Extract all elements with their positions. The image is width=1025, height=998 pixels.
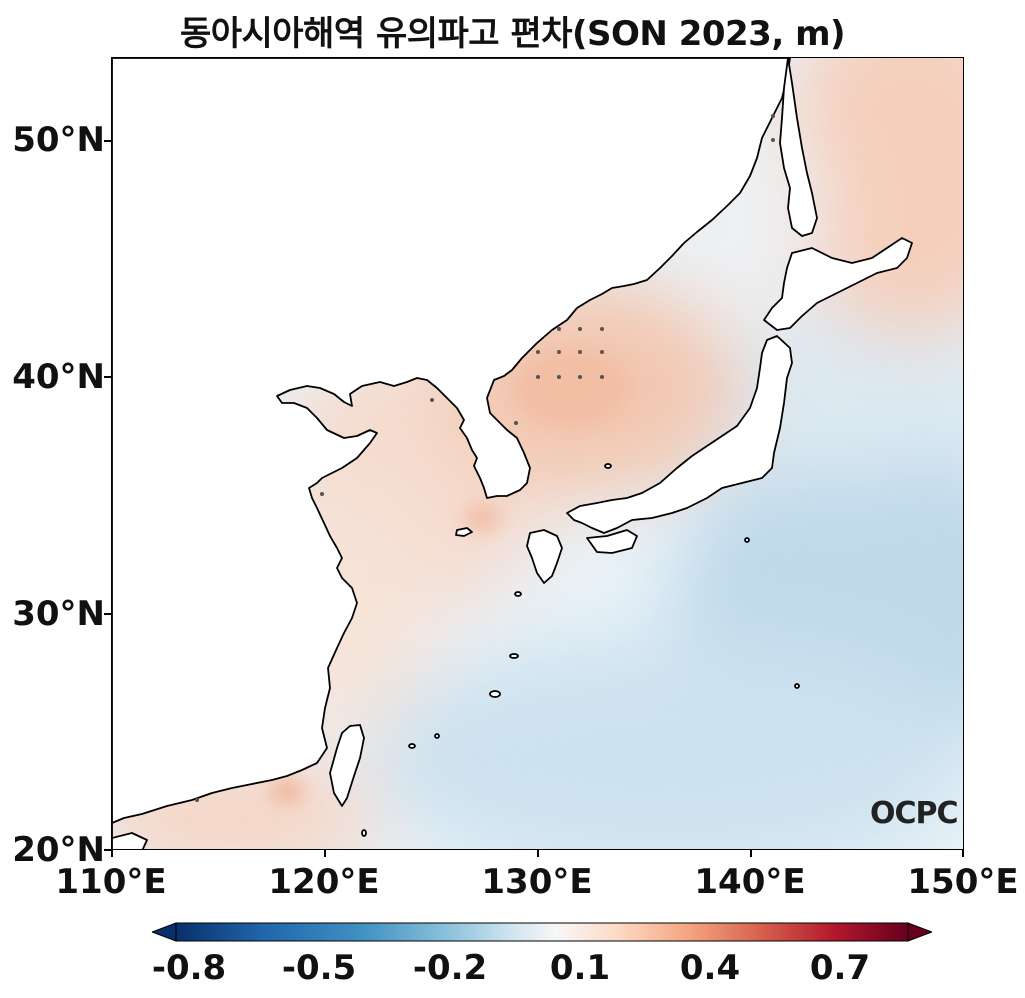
- colorbar-tick-neg08: -0.8: [151, 948, 227, 988]
- map-panel: OCPC: [111, 57, 964, 850]
- map-title: 동아시아해역 유의파고 편차(SON 2023, m): [179, 14, 846, 54]
- colorbar-high-extend: [907, 922, 932, 942]
- tick-lon-140: [750, 850, 752, 857]
- tick-lat-50: [104, 140, 111, 142]
- tick-lon-130: [537, 850, 539, 857]
- lon-label-130: 130°E: [481, 862, 593, 902]
- lon-label-110: 110°E: [55, 862, 167, 902]
- colorbar-tick-04: 0.4: [679, 948, 741, 988]
- tick-lon-120: [324, 850, 326, 857]
- lon-label-150: 150°E: [907, 862, 1019, 902]
- wave-height-anomaly-map: [112, 58, 963, 849]
- tick-lon-150: [962, 850, 964, 857]
- colorbar-gradient: [175, 922, 909, 942]
- lat-label-20: 20°N: [12, 830, 105, 870]
- land-masses: [112, 58, 913, 849]
- colorbar-tick-07: 0.7: [809, 948, 871, 988]
- colorbar: [152, 922, 932, 942]
- tick-lat-30: [104, 613, 111, 615]
- lon-label-140: 140°E: [694, 862, 806, 902]
- colorbar-tick-neg02: -0.2: [412, 948, 488, 988]
- colorbar-tick-neg05: -0.5: [281, 948, 357, 988]
- lon-label-120: 120°E: [268, 862, 380, 902]
- lat-label-40: 40°N: [12, 357, 105, 397]
- lat-label-50: 50°N: [12, 120, 105, 160]
- colorbar-tick-01: 0.1: [549, 948, 611, 988]
- significance-dots: [195, 114, 775, 802]
- lat-label-30: 30°N: [12, 594, 105, 634]
- tick-lon-110: [111, 850, 113, 857]
- ocpc-logo: OCPC: [870, 796, 959, 831]
- colorbar-low-extend: [152, 922, 177, 942]
- tick-lat-40: [104, 376, 111, 378]
- tick-lat-20: [104, 849, 111, 851]
